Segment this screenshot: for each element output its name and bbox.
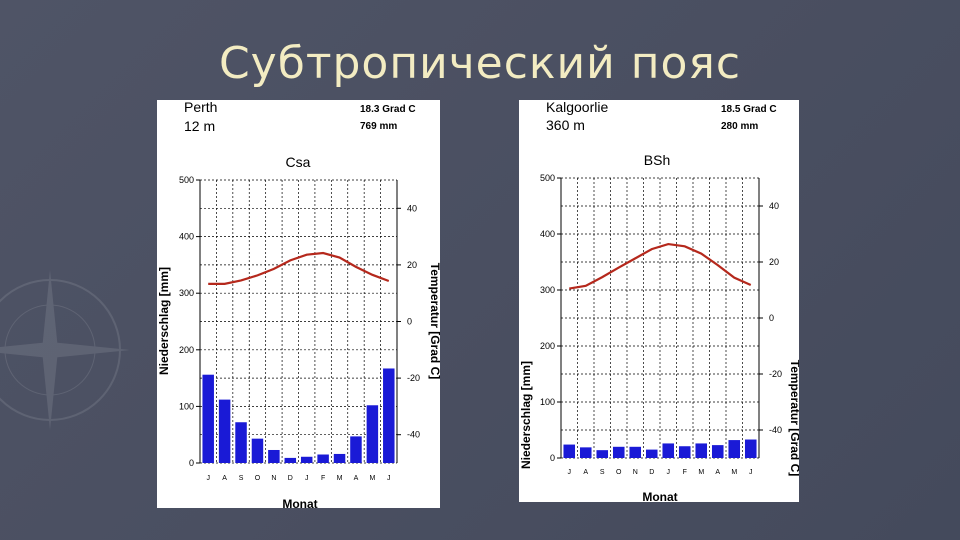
x-tick-label: N	[271, 475, 276, 482]
x-tick-label: M	[337, 475, 343, 482]
climate-chart-kalgoorlie: Kalgoorlie 360 m 18.5 Grad C 280 mm BSh …	[519, 100, 799, 502]
precipitation-bar	[235, 422, 247, 463]
station-name: Perth	[184, 100, 217, 115]
compass-rose-decoration	[0, 270, 130, 430]
y2-tick-label: 20	[769, 257, 779, 267]
x-tick-label: S	[600, 469, 605, 476]
x-tick-label: M	[369, 475, 375, 482]
climate-class: BSh	[644, 152, 670, 168]
x-tick-label: A	[715, 469, 720, 476]
precipitation-bar	[284, 457, 297, 463]
precipitation-bar	[678, 446, 691, 458]
y-tick-label: 200	[540, 341, 555, 351]
x-tick-label: D	[288, 475, 293, 482]
y2-tick-label: 40	[769, 201, 779, 211]
x-tick-label: F	[683, 469, 687, 476]
climate-chart-perth: Perth 12 m 18.3 Grad C 769 mm Csa 0 100 20…	[157, 100, 440, 508]
y2-tick-label: 20	[407, 260, 417, 270]
y2-axis-label: Temperatur [Grad C]	[428, 263, 440, 379]
x-tick-label: S	[239, 475, 244, 482]
temperature-line	[569, 242, 752, 290]
y2-tick-label: 40	[407, 203, 417, 213]
precipitation-bar	[662, 443, 675, 458]
precipitation-bar	[202, 374, 214, 463]
x-tick-label: M	[731, 469, 737, 476]
x-tick-label: A	[354, 475, 359, 482]
x-tick-label: J	[667, 469, 671, 476]
precipitation-bar	[728, 440, 741, 458]
y2-tick-label: 0	[769, 313, 774, 323]
y2-tick-label: 0	[407, 317, 412, 327]
station-elevation: 12 m	[184, 118, 215, 134]
precipitation-bar	[333, 453, 346, 463]
y-tick-label: 400	[540, 229, 555, 239]
y2-tick-label: -40	[769, 425, 782, 435]
mean-temperature: 18.3 Grad C	[360, 104, 416, 115]
climate-chart-svg: Perth 12 m 18.3 Grad C 769 mm Csa 0 100 20…	[157, 100, 440, 508]
precipitation-bar	[317, 454, 329, 463]
precipitation-bar	[300, 456, 313, 463]
annual-precipitation: 769 mm	[360, 121, 397, 132]
y-tick-label: 100	[179, 401, 194, 411]
annual-precipitation: 280 mm	[721, 121, 758, 132]
x-tick-label: A	[222, 475, 227, 482]
x-tick-label: F	[321, 475, 325, 482]
y-tick-label: 0	[550, 453, 555, 463]
x-axis-label: Monat	[642, 490, 677, 502]
precipitation-bar	[629, 446, 642, 458]
x-axis-label: Monat	[282, 497, 317, 508]
precipitation-bar	[711, 445, 724, 458]
precipitation-bar	[383, 368, 395, 463]
x-tick-label: J	[206, 475, 210, 482]
y-tick-label: 100	[540, 397, 555, 407]
y-tick-label: 300	[179, 288, 194, 298]
y2-tick-label: -20	[769, 369, 782, 379]
precipitation-bar	[579, 447, 592, 458]
mean-temperature: 18.5 Grad C	[721, 104, 777, 115]
y2-axis-label: Temperatur [Grad C]	[788, 360, 799, 476]
precipitation-bar	[645, 449, 658, 458]
slide-title: Субтропический пояс	[218, 38, 742, 89]
y-tick-label: 500	[540, 173, 555, 183]
y2-tick-label: -20	[407, 373, 420, 383]
x-tick-label: N	[633, 469, 638, 476]
climate-chart-svg: Kalgoorlie 360 m 18.5 Grad C 280 mm BSh …	[519, 100, 799, 502]
x-tick-label: J	[387, 475, 391, 482]
y-tick-label: 400	[179, 232, 194, 242]
precipitation-bar	[596, 450, 609, 458]
station-elevation: 360 m	[546, 117, 585, 133]
climate-class: Csa	[286, 154, 311, 170]
precipitation-bar	[612, 446, 625, 458]
plot-area: 0 100 200 300 400 500 -40 -20 0 20 40 J A S O N D J F M A M J	[540, 173, 782, 476]
y-axis-label: Niederschlag [mm]	[519, 361, 533, 469]
temperature-line	[208, 251, 390, 285]
x-tick-label: O	[616, 469, 622, 476]
plot-area: 0 100 200 300 400 500 -40 -20 0 20 40 J A S O N D J F M A M J	[179, 175, 420, 482]
x-tick-label: D	[649, 469, 654, 476]
x-tick-label: O	[255, 475, 261, 482]
x-tick-label: A	[583, 469, 588, 476]
x-tick-label: J	[749, 469, 753, 476]
x-tick-label: M	[698, 469, 704, 476]
precipitation-bar	[366, 405, 379, 463]
y2-tick-label: -40	[407, 430, 420, 440]
x-tick-label: J	[305, 475, 309, 482]
precipitation-bar	[744, 439, 757, 458]
precipitation-bar	[218, 399, 231, 463]
precipitation-bar	[251, 438, 264, 463]
precipitation-bar	[350, 436, 362, 463]
y-tick-label: 0	[189, 458, 194, 468]
precipitation-bar	[695, 443, 708, 458]
station-name: Kalgoorlie	[546, 100, 608, 115]
y-tick-label: 500	[179, 175, 194, 185]
y-tick-label: 200	[179, 345, 194, 355]
precipitation-bar	[563, 444, 576, 458]
y-axis-label: Niederschlag [mm]	[157, 267, 171, 375]
x-tick-label: J	[568, 469, 572, 476]
y-tick-label: 300	[540, 285, 555, 295]
precipitation-bar	[268, 449, 280, 463]
